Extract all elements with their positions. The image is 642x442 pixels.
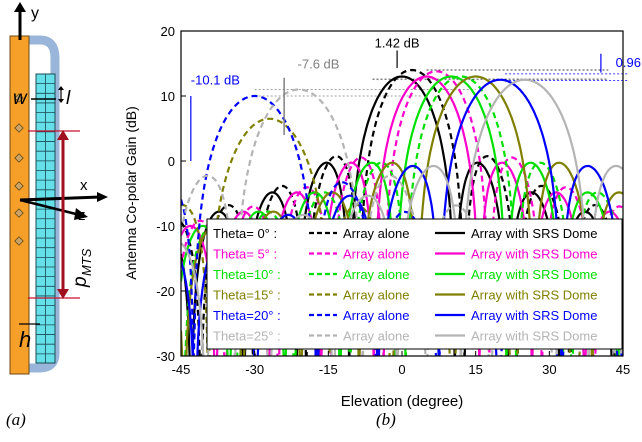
annotation-label: -10.1 dB [191,72,240,87]
legend-dome-label: Array with SRS Dome [471,226,597,241]
legend-alone-label: Array alone [343,288,409,303]
y-tick-label: 20 [161,24,175,39]
legend-dome-label: Array with SRS Dome [471,247,597,262]
label-p: p [70,276,91,288]
annotation-label: 0.96 dB [616,55,642,70]
annotation-label: -7.6 dB [298,57,340,72]
legend-theta-label: Theta= 0° : [213,226,277,241]
caption-b: (b) [376,410,396,429]
mts-strip [35,73,56,364]
legend-dome-label: Array with SRS Dome [471,288,597,303]
axis-z-label: z [78,207,86,224]
p-arrow-bottom [57,289,69,299]
series-line [181,75,623,356]
legend-theta-label: Theta=20° : [213,308,281,323]
legend-alone-label: Array alone [343,329,409,344]
p-arrow-top [57,130,69,140]
patch-elements [14,93,24,246]
axis-y-label: y [31,5,39,22]
series-line [181,88,623,356]
annotations: 1.42 dB -7.6 dB -10.1 dB 0.96 dB [190,35,642,161]
label-p-subscript: MTS [79,248,94,276]
legend-theta-label: Theta= 5° : [213,247,277,262]
x-axis-arrow [19,195,101,202]
x-tick-label: -30 [245,362,264,377]
patch [14,208,24,218]
substrate [9,35,30,375]
label-h: h [19,327,31,352]
legend-alone-label: Array alone [343,226,409,241]
legend-dome-label: Array with SRS Dome [471,267,597,282]
x-axis-label: Elevation (degree) [341,393,464,410]
annotation-label: 1.42 dB [375,35,420,50]
legend-theta-label: Theta=15° : [213,288,281,303]
legend-box [206,218,623,350]
legend-dome-label: Array with SRS Dome [471,329,597,344]
y-tick-label: 10 [161,89,175,104]
x-axis-arrowhead [97,192,108,202]
label-w: w [13,88,28,109]
patch [14,93,24,103]
legend-dome-label: Array with SRS Dome [471,308,597,323]
l-arrow-top [58,86,64,90]
x-tick-label: 45 [616,362,630,377]
antenna-diagram: y x z w l p MTS h [9,2,108,375]
patch [14,153,24,163]
patch [14,181,24,191]
patch [14,123,24,133]
y-tick-label: -20 [156,284,175,299]
legend: Theta= 0° : Array alone Array with SRS Dom… [206,218,623,350]
y-tick-label: -30 [156,349,175,364]
patch [14,236,24,246]
x-tick-label: 15 [468,362,482,377]
legend-alone-label: Array alone [343,267,409,282]
x-tick-label: 30 [542,362,556,377]
series-line [181,78,623,356]
z-axis-arrow [19,198,81,217]
legend-alone-label: Array alone [343,247,409,262]
x-tick-label: 0 [398,362,405,377]
label-l: l [66,88,71,109]
legend-alone-label: Array alone [343,308,409,323]
y-tick-label: -10 [156,219,175,234]
caption-a: (a) [6,410,26,429]
axis-x-label: x [80,177,88,194]
legend-theta-label: Theta=25° : [213,329,281,344]
x-axis-ticks: -45 -30 -15 0 15 30 45 [172,351,630,377]
x-tick-label: -15 [319,362,338,377]
y-axis-label: Antenna Co-polar Gain (dB) [123,106,139,280]
legend-theta-label: Theta=10° : [213,267,281,282]
y-axis-arrowhead [14,2,26,12]
l-arrow-bottom [58,99,64,103]
x-tick-label: -45 [172,362,191,377]
y-tick-label: 0 [168,154,175,169]
z-axis-arrowhead [74,208,88,220]
y-axis-ticks: -30 -20 -10 0 10 20 [156,24,186,364]
